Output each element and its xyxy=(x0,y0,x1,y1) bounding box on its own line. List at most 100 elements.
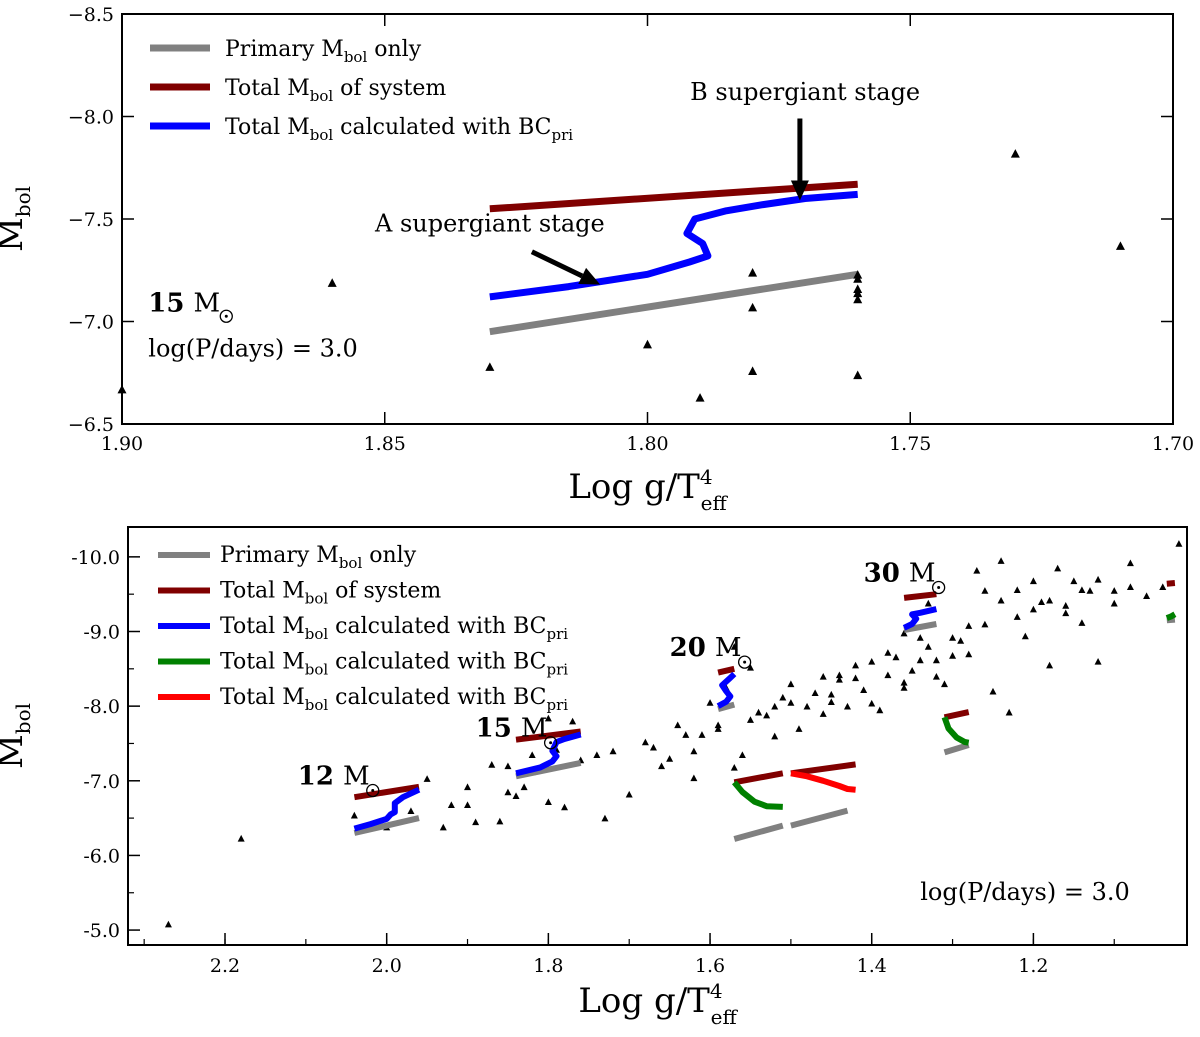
track-line xyxy=(903,591,937,601)
data-point xyxy=(916,656,924,664)
track-line xyxy=(790,807,849,829)
data-point xyxy=(1094,575,1102,583)
track-line xyxy=(943,742,970,756)
sun-symbol-icon xyxy=(219,309,233,323)
track-line xyxy=(1166,580,1176,587)
data-point xyxy=(811,689,819,697)
data-point xyxy=(763,711,771,719)
data-point xyxy=(900,629,908,637)
data-point xyxy=(973,566,981,574)
arrow-head xyxy=(790,180,809,201)
data-point xyxy=(852,674,860,682)
data-point xyxy=(1046,596,1054,604)
data-point xyxy=(666,755,674,762)
data-point xyxy=(1029,577,1037,585)
data-point xyxy=(787,699,795,706)
annotation-text: B supergiant stage xyxy=(690,78,920,106)
y-axis-label: Mbol xyxy=(0,186,35,252)
legend-label: Total Mbol calculated with BCpri xyxy=(220,685,568,714)
data-point xyxy=(900,678,908,686)
data-point xyxy=(1062,609,1070,617)
data-point xyxy=(1078,586,1086,594)
data-point xyxy=(748,366,758,375)
data-point xyxy=(884,671,892,679)
data-point xyxy=(649,743,657,751)
legend-label: Total Mbol of system xyxy=(220,579,441,608)
x-tick-label: 2.2 xyxy=(210,955,240,977)
data-point xyxy=(997,596,1005,604)
data-point xyxy=(853,294,863,304)
x-tick-label: 1.8 xyxy=(533,955,563,977)
track-line xyxy=(943,709,970,721)
data-point xyxy=(439,823,447,831)
data-point xyxy=(682,731,690,738)
data-point xyxy=(819,710,827,717)
data-point xyxy=(853,370,863,380)
track-line xyxy=(717,701,736,712)
data-point xyxy=(593,751,601,758)
data-point xyxy=(989,687,997,695)
track-line xyxy=(353,815,420,836)
data-point xyxy=(1029,605,1037,613)
legend-label: Total Mbol calculated with BCpri xyxy=(225,115,573,144)
y-tick-label: -7.0 xyxy=(83,771,120,793)
data-point xyxy=(488,761,496,768)
x-tick-label: 1.75 xyxy=(889,433,931,455)
annotation-arrow xyxy=(530,249,584,279)
data-point xyxy=(940,680,948,688)
data-point xyxy=(1013,586,1021,594)
sun-symbol-icon xyxy=(366,783,380,798)
data-point xyxy=(1021,632,1029,640)
data-point xyxy=(835,675,843,683)
data-point xyxy=(876,706,884,714)
track-line xyxy=(515,731,582,777)
data-point xyxy=(779,693,787,701)
data-point xyxy=(868,658,876,665)
data-point xyxy=(714,725,722,732)
arrow-head xyxy=(578,267,601,285)
data-point xyxy=(714,721,722,729)
data-point xyxy=(730,764,738,771)
y-tick-label: -5.0 xyxy=(83,920,120,942)
track-line xyxy=(790,761,857,777)
mass-label: 15 M xyxy=(148,288,220,318)
data-point xyxy=(1078,619,1086,626)
data-point xyxy=(746,664,754,671)
data-point xyxy=(1005,708,1013,716)
data-point xyxy=(1094,658,1102,665)
data-point xyxy=(997,557,1005,564)
x-tick-label: 1.80 xyxy=(626,433,668,455)
data-point xyxy=(520,783,528,791)
track-line xyxy=(733,822,784,842)
data-point xyxy=(641,738,649,746)
data-point xyxy=(485,362,495,371)
data-point xyxy=(1070,577,1078,585)
track-line xyxy=(716,671,737,709)
mass-label: 15 M xyxy=(476,714,548,744)
period-label: log(P/days) = 3.0 xyxy=(148,334,358,362)
data-point xyxy=(835,671,843,679)
legend-label: Total Mbol calculated with BCpri xyxy=(220,650,568,679)
data-point xyxy=(755,708,763,716)
data-point xyxy=(827,690,835,698)
track-line xyxy=(1165,611,1177,621)
y-tick-label: −7.5 xyxy=(68,209,114,231)
data-point xyxy=(908,666,916,674)
legend-label: Primary Mbol only xyxy=(225,37,422,66)
data-point xyxy=(803,702,811,710)
data-point xyxy=(350,811,358,819)
data-point xyxy=(327,278,337,287)
data-point xyxy=(932,656,940,664)
track-line xyxy=(515,728,582,743)
data-point xyxy=(924,599,932,607)
data-point xyxy=(932,672,940,680)
x-tick-label: 1.85 xyxy=(364,433,406,455)
data-point xyxy=(771,702,779,710)
data-point xyxy=(827,698,835,705)
data-point xyxy=(237,834,245,842)
data-point xyxy=(916,634,924,641)
data-point xyxy=(852,661,860,669)
data-point xyxy=(1037,598,1045,605)
data-point xyxy=(965,622,973,629)
data-point xyxy=(957,637,965,644)
